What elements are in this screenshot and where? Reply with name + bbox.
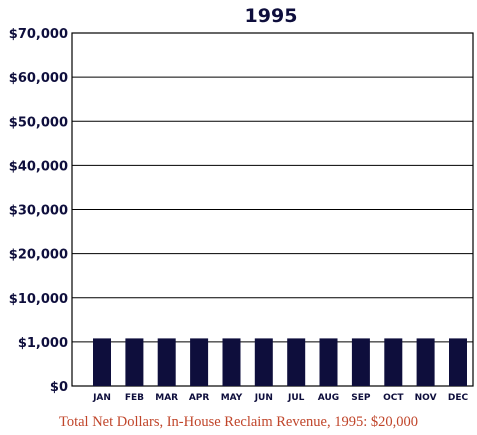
x-axis-ticks: JAN FEB MAR APR MAY JUN JUL AUG SEP OCT NOV DEC (92, 393, 468, 403)
bar-apr (190, 338, 209, 386)
bar-mar (157, 338, 176, 386)
y-tick-label: $60,000 (9, 71, 68, 86)
bar-aug (319, 338, 338, 386)
y-axis-ticks: $0 $1,000 $10,000 $20,000 $30,000 $40,000 $50,… (9, 27, 68, 395)
bar-chart: 1995 $0 $1,000 $10,000 $20,000 $30,000 $40,00… (9, 5, 474, 403)
chart-caption: Total Net Dollars, In-House Reclaim Reve… (59, 414, 418, 430)
y-tick-label: $40,000 (9, 159, 68, 174)
x-tick-label: OCT (383, 393, 404, 403)
x-tick-label: JUN (254, 393, 273, 403)
bar-jun (254, 338, 273, 386)
x-tick-label: NOV (415, 393, 437, 403)
x-tick-label: DEC (448, 393, 469, 403)
bar-oct (384, 338, 403, 386)
x-tick-label: MAR (155, 393, 178, 403)
x-tick-label: MAY (221, 393, 243, 403)
bars (93, 338, 467, 386)
y-tick-label: $30,000 (9, 204, 68, 219)
bar-sep (351, 338, 370, 386)
bar-dec (449, 338, 467, 386)
x-tick-label: JUL (287, 393, 305, 403)
y-tick-label: $10,000 (9, 292, 68, 307)
y-tick-label: $0 (50, 380, 68, 395)
y-tick-label: $20,000 (9, 248, 68, 263)
bar-feb (125, 338, 144, 386)
bar-nov (416, 338, 435, 386)
y-tick-label: $70,000 (9, 27, 68, 42)
chart-title: 1995 (245, 5, 298, 27)
x-tick-label: APR (189, 393, 210, 403)
x-tick-label: JAN (92, 393, 111, 403)
y-tick-label: $50,000 (9, 115, 68, 130)
x-tick-label: AUG (318, 393, 339, 403)
bar-may (222, 338, 241, 386)
x-tick-label: SEP (351, 393, 371, 403)
x-tick-label: FEB (125, 393, 144, 403)
grid-lines (72, 76, 473, 343)
y-tick-label: $1,000 (18, 336, 68, 351)
bar-jul (287, 338, 306, 386)
bar-jan (93, 338, 111, 386)
